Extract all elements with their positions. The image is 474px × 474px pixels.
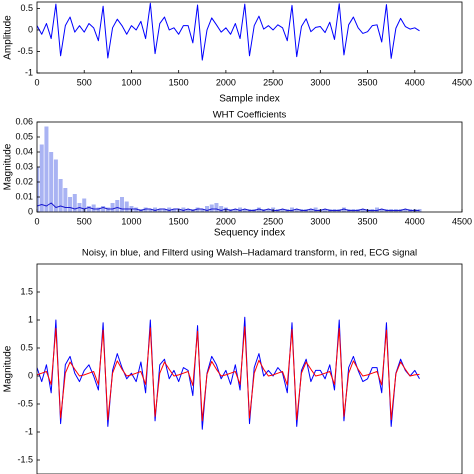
- y-tick-label: 0: [28, 206, 33, 216]
- x-tick-label: 1500: [169, 216, 189, 226]
- y-tick-label: 0.02: [15, 176, 33, 186]
- y-tick-label: 1: [28, 314, 33, 324]
- y-tick-label: 1.5: [20, 286, 33, 296]
- y-tick-label: -0.5: [17, 46, 33, 56]
- x-axis-label: Sequency index: [214, 228, 285, 239]
- data-line: [37, 202, 420, 211]
- x-tick-label: 2500: [263, 216, 283, 226]
- x-tick-label: 1000: [121, 77, 141, 87]
- x-tick-label: 2000: [216, 216, 236, 226]
- x-tick-label: 500: [77, 77, 92, 87]
- y-tick-label: 0.06: [15, 116, 33, 126]
- x-tick-label: 3500: [358, 77, 378, 87]
- x-tick-label: 4000: [405, 77, 425, 87]
- x-axis-label: Sample index: [219, 94, 280, 105]
- y-tick-label: 0.5: [20, 3, 33, 13]
- y-tick-label: 0: [28, 24, 33, 34]
- x-tick-label: 2500: [263, 77, 283, 87]
- axes-frame: [36, 121, 463, 213]
- x-tick-label: 3000: [310, 77, 330, 87]
- y-axis-label: Amplitude: [3, 15, 14, 60]
- y-tick-label: 0.05: [15, 131, 33, 141]
- y-tick-label: 0.01: [15, 191, 33, 201]
- y-tick-label: 0.04: [15, 146, 33, 156]
- x-tick-label: 4500: [452, 216, 472, 226]
- x-tick-label: 4500: [452, 77, 472, 87]
- x-tick-label: 1500: [169, 77, 189, 87]
- x-tick-label: 0: [34, 216, 39, 226]
- chart-title: WHT Coefficients: [213, 110, 287, 121]
- y-tick-label: 0: [28, 370, 33, 380]
- x-tick-label: 500: [77, 216, 92, 226]
- y-axis-label: Magnitude: [3, 143, 14, 190]
- y-tick-label: -1.5: [17, 454, 33, 464]
- y-tick-label: -1: [25, 67, 33, 77]
- x-tick-label: 3500: [358, 216, 378, 226]
- y-tick-label: -1: [25, 426, 33, 436]
- axes-frame: [36, 1, 463, 74]
- data-line: [37, 326, 420, 422]
- x-tick-label: 1000: [121, 216, 141, 226]
- x-tick-label: 3000: [310, 216, 330, 226]
- x-tick-label: 2000: [216, 77, 236, 87]
- x-tick-label: 0: [34, 77, 39, 87]
- axes-frame: [36, 263, 463, 474]
- y-tick-label: 0.03: [15, 161, 33, 171]
- y-tick-label: -0.5: [17, 398, 33, 408]
- chart-title: Noisy, in blue, and Filterd using Walsh–…: [82, 248, 417, 259]
- y-tick-label: 0.5: [20, 342, 33, 352]
- y-axis-label: Magnitude: [3, 345, 14, 392]
- data-line: [37, 2, 420, 61]
- x-tick-label: 4000: [405, 216, 425, 226]
